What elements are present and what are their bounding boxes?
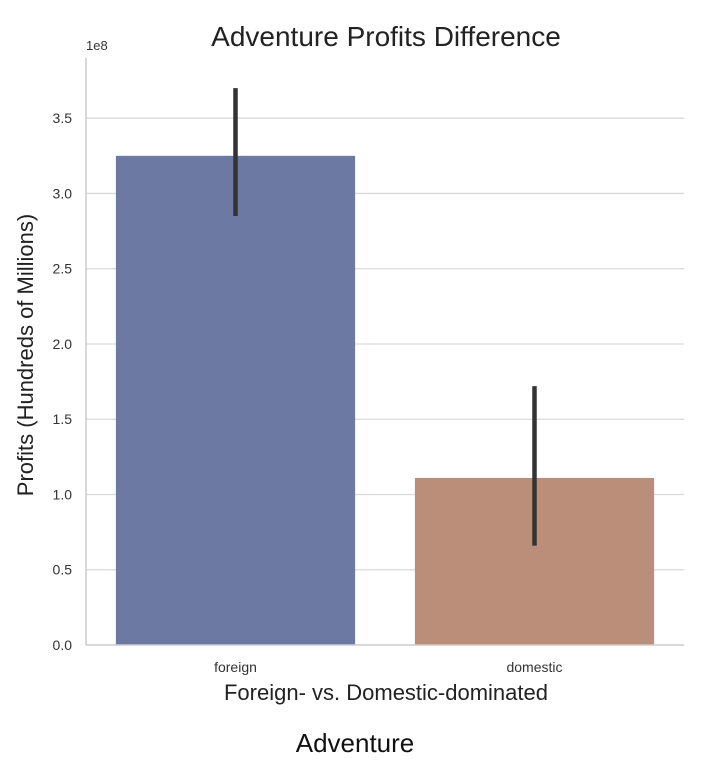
figure-caption: Adventure: [295, 728, 415, 758]
y-tick-labels: 0.0 0.5 1.0 1.5 2.0 2.5 3.0 3.5: [53, 110, 73, 653]
y-tick-label: 2.5: [53, 261, 73, 277]
y-tick-label: 3.0: [53, 185, 73, 201]
bar-foreign: [115, 155, 356, 646]
y-axis-label: Profits (Hundreds of Millions): [13, 214, 38, 496]
y-tick-label: 0.5: [53, 562, 73, 578]
x-axis-label: Foreign- vs. Domestic-dominated: [224, 680, 548, 705]
x-tick-labels: foreign domestic: [214, 659, 562, 675]
chart-title: Adventure Profits Difference: [211, 21, 561, 52]
error-bars: [233, 88, 537, 546]
x-tick-label-foreign: foreign: [214, 659, 257, 675]
bars: [115, 155, 655, 646]
y-tick-label: 1.5: [53, 411, 73, 427]
y-tick-label: 3.5: [53, 110, 73, 126]
y-tick-label: 2.0: [53, 336, 73, 352]
y-tick-label: 0.0: [53, 637, 73, 653]
y-tick-label: 1.0: [53, 486, 73, 502]
x-tick-label-domestic: domestic: [506, 659, 562, 675]
y-offset-label: 1e8: [86, 38, 108, 53]
